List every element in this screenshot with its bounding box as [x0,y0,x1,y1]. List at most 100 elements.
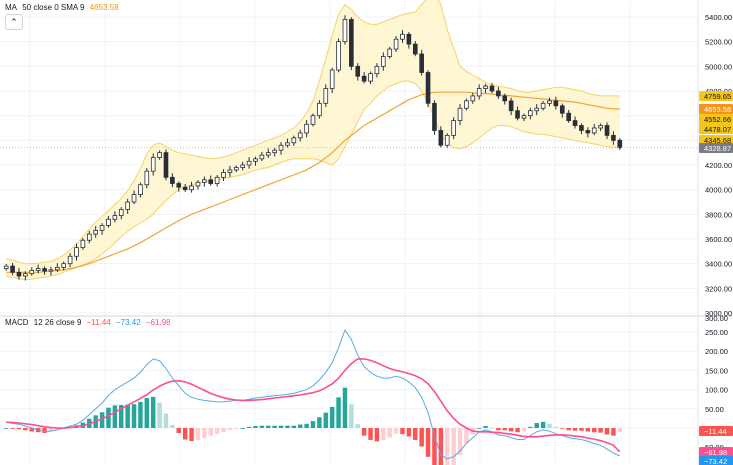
histogram-bar [106,407,111,428]
price-tag-bg [699,124,733,134]
histogram-bar [195,428,201,440]
candle-body [310,115,316,125]
macd-legend[interactable]: MACD 12 26 close 9 −11.44 −73.42 −61.98 [5,318,174,327]
histogram-bar [425,428,431,457]
price-tag-label: 4552.66 [704,115,731,124]
candle-body [585,130,591,134]
histogram-bar [572,428,578,431]
candle-body [189,185,194,191]
price-tag-bg [699,114,733,124]
histogram-bar [515,428,520,433]
histogram-bar [611,428,616,436]
candle-body [227,169,233,173]
candle-body [285,142,290,146]
candle-body [349,19,354,67]
candle-body [476,88,482,97]
candle-body [118,208,124,216]
histogram-bar [406,428,412,437]
candle-body [502,95,508,102]
histogram-bar [285,425,290,428]
price-tag-label: 4759.65 [704,92,731,101]
candle-body [579,125,584,131]
histogram-bar [598,428,603,433]
macd-tag-label: −73.42 [704,457,727,465]
candle-body [617,139,623,149]
candle-body [598,125,603,129]
candle-body [80,239,86,249]
candle-body [35,268,41,271]
price-tick-label: 5400.00 [705,13,732,22]
candle-body [559,105,565,114]
price-tag-bg [699,135,733,145]
candle-body [291,137,297,144]
price-legend[interactable]: MA 50 close 0 SMA 9 4653.58 [5,3,122,12]
histogram-bar [182,428,188,440]
candle-body [355,65,361,77]
candle-body [221,171,226,178]
candle-body [99,225,105,231]
histogram-bar [16,428,22,430]
macd-pane[interactable] [3,329,623,465]
histogram-bar [221,428,226,433]
candle-body [125,201,130,210]
candle-body [202,179,207,183]
histogram-bar [234,428,239,429]
collapse-legend-button[interactable]: ⌃ [5,14,23,30]
indicator-params: 50 close 0 SMA 9 [22,3,85,12]
candle-body [233,167,239,171]
candle-body [265,152,271,156]
histogram-bar [55,428,60,430]
histogram-bar [381,428,386,441]
histogram-bar [150,396,156,428]
candle-body [93,229,98,235]
ma50-line [6,91,620,273]
candle-body [336,41,341,71]
candle-body [272,149,277,154]
histogram-bar [317,417,322,428]
price-tick-label: 3400.00 [705,260,732,269]
macd-tick-label: 100.00 [705,386,728,395]
histogram-bar [336,397,341,428]
price-tag-label: 4653.58 [704,105,731,114]
histogram-bar [464,428,469,444]
candle-body [425,72,431,104]
candle-body [246,160,252,166]
candle-body [170,176,175,184]
histogram-bar [144,398,150,428]
macd-histogram [3,387,623,465]
histogram-bar [444,428,450,465]
price-tick-label: 3200.00 [705,284,732,293]
price-axis[interactable]: 5400.005200.005000.004800.004600.004400.… [705,13,732,318]
candle-body [10,265,15,273]
histogram-bar [112,405,118,428]
macd-line-value: −73.42 [115,318,141,327]
candle-body [553,100,559,107]
candle-body [457,107,463,122]
histogram-bar [528,426,533,428]
histogram-bar [131,404,137,428]
price-pane[interactable] [0,0,698,281]
histogram-bar [483,426,488,428]
histogram-bar [355,424,360,428]
histogram-bar [329,406,335,428]
candle-body [29,270,35,274]
histogram-bar [170,424,175,428]
histogram-bar [272,425,277,428]
candle-body [138,184,143,196]
candle-body [387,48,393,57]
histogram-bar [585,428,591,432]
candle-body [176,183,182,188]
candle-body [323,88,329,104]
macd-tag-bg [699,447,733,457]
histogram-bar [502,428,507,431]
histogram-bar [176,428,182,433]
histogram-bar [400,428,405,435]
candle-body [329,69,335,89]
candle-body [540,102,546,109]
candle-body [547,100,552,104]
price-tag-bg [699,143,733,153]
price-tick-label: 3800.00 [705,210,732,219]
candle-body [508,100,514,112]
candle-body [150,157,156,172]
